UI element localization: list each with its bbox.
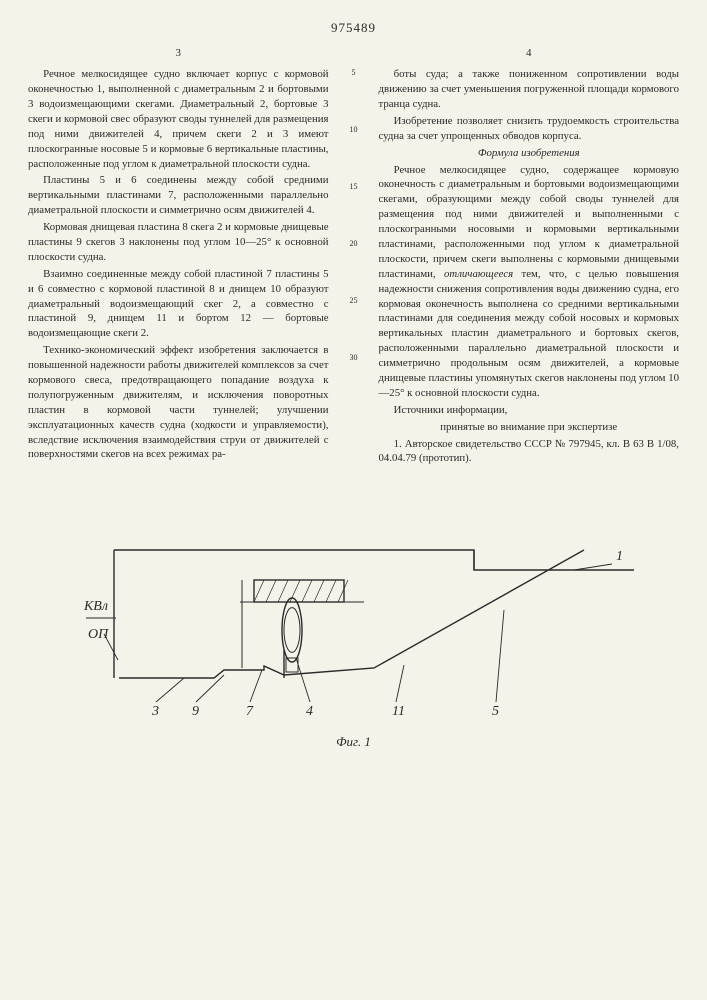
para: Технико-экономический эффект изобретения…: [28, 343, 329, 462]
svg-text:1: 1: [616, 549, 623, 564]
svg-text:КВл: КВл: [83, 599, 108, 614]
text-columns: 3 Речное мелкосидящее судно включает кор…: [28, 46, 679, 468]
line-marker: 10: [347, 125, 361, 134]
svg-text:ОП: ОП: [88, 627, 109, 642]
svg-text:4: 4: [306, 704, 313, 719]
line-marker: 20: [347, 239, 361, 248]
formula-title: Формула изобретения: [379, 146, 680, 161]
patent-number: 975489: [28, 20, 679, 36]
svg-text:11: 11: [392, 704, 405, 719]
sources-sub: принятые во внимание при экспертизе: [379, 420, 680, 435]
figure-caption: Фиг. 1: [28, 734, 679, 750]
sources-body: 1. Авторское свидетельство СССР № 797945…: [379, 437, 680, 467]
para: Кормовая днищевая пластина 8 скега 2 и к…: [28, 220, 329, 265]
svg-text:7: 7: [246, 704, 254, 719]
svg-text:9: 9: [192, 704, 199, 719]
left-col-num: 3: [28, 46, 329, 61]
figure: КВл ОП 3 9 7 4 11 5 1 Фиг. 1: [28, 490, 679, 750]
svg-text:3: 3: [151, 704, 159, 719]
para: Изобретение позволяет снизить трудоемкос…: [379, 114, 680, 144]
right-column: 4 боты суда; а также пониженном сопротив…: [379, 46, 680, 468]
formula-body: Речное мелкосидящее судно, содержащее ко…: [379, 163, 680, 401]
line-marker: 30: [347, 353, 361, 362]
left-column: 3 Речное мелкосидящее судно включает кор…: [28, 46, 329, 468]
figure-svg: КВл ОП 3 9 7 4 11 5 1: [74, 490, 634, 725]
right-col-num: 4: [379, 46, 680, 61]
line-marker: 25: [347, 296, 361, 305]
para: Взаимно соединенные между собой пластино…: [28, 267, 329, 341]
line-markers: 5 10 15 20 25 30: [347, 46, 361, 468]
sources-title: Источники информации,: [379, 403, 680, 418]
para: боты суда; а также пониженном сопротивле…: [379, 67, 680, 112]
line-marker: 15: [347, 182, 361, 191]
line-marker: 5: [347, 68, 361, 77]
para: Пластины 5 и 6 соединены между собой сре…: [28, 173, 329, 218]
svg-text:5: 5: [492, 704, 499, 719]
para: Речное мелкосидящее судно включает корпу…: [28, 67, 329, 171]
